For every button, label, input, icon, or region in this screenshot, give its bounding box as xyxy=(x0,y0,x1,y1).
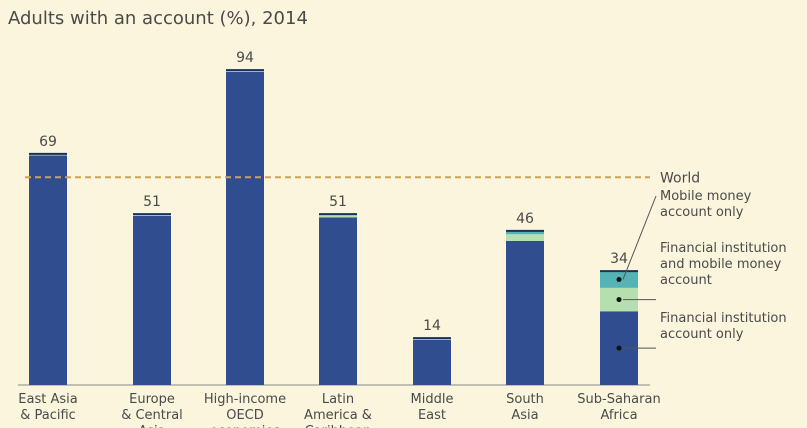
total-label: 51 xyxy=(143,194,161,210)
chart: Adults with an account (%), 2014 69 East … xyxy=(0,0,807,428)
bar-segment xyxy=(133,216,171,385)
total-label: 34 xyxy=(610,251,628,267)
bar-segment xyxy=(506,234,544,241)
legend-label-line: account xyxy=(660,273,712,288)
total-label: 46 xyxy=(516,211,534,227)
legend-label-line: Financial institution xyxy=(660,311,787,326)
bar-segment xyxy=(413,340,451,385)
total-label: 51 xyxy=(329,194,347,210)
bar-segment xyxy=(506,241,544,385)
total-label: 69 xyxy=(39,134,57,150)
legend-label-line: account only xyxy=(660,327,744,342)
legend-dot xyxy=(617,277,622,282)
x-tick-label-line: East xyxy=(418,408,446,423)
x-tick-label-line: Middle xyxy=(411,392,454,407)
x-tick-label-line: & Central xyxy=(121,408,183,423)
x-tick-label-line: economies xyxy=(210,424,281,428)
legend-dot xyxy=(617,297,622,302)
x-tick-label-line: South xyxy=(506,392,544,407)
reference-label: World xyxy=(660,170,700,186)
x-tick-label-line: & Pacific xyxy=(20,408,76,423)
x-tick-label-line: High-income xyxy=(204,392,286,407)
bar-segment xyxy=(226,72,264,385)
x-tick-label-line: OECD xyxy=(226,408,264,423)
chart-title: Adults with an account (%), 2014 xyxy=(8,8,308,29)
legend-label-line: Mobile money xyxy=(660,189,752,204)
x-tick-label-line: East Asia xyxy=(18,392,77,407)
bar-segment xyxy=(29,156,67,385)
page: Adults with an account (%), 2014 69 East … xyxy=(0,0,807,428)
x-tick-label-line: America & xyxy=(304,408,372,423)
x-tick-label-line: Africa xyxy=(600,408,637,423)
legend-label-line: and mobile money xyxy=(660,257,782,272)
x-tick-label-line: Sub-Saharan xyxy=(577,392,660,407)
x-tick-label-line: Latin xyxy=(322,392,354,407)
total-label: 14 xyxy=(423,318,441,334)
x-tick-label-line: Europe xyxy=(129,392,175,407)
x-tick-label: Europe& CentralAsia xyxy=(121,392,183,428)
legend-dot xyxy=(617,346,622,351)
x-tick-label-line: Asia xyxy=(511,408,538,423)
bar-segment xyxy=(319,218,357,386)
legend-label-line: account only xyxy=(660,205,744,220)
legend-label-line: Financial institution xyxy=(660,241,787,256)
total-label: 94 xyxy=(236,50,254,66)
x-tick-label-line: Caribbean xyxy=(305,424,372,428)
x-tick-label-line: Asia xyxy=(138,424,165,428)
x-tick-label: East Asia& Pacific xyxy=(18,392,77,423)
